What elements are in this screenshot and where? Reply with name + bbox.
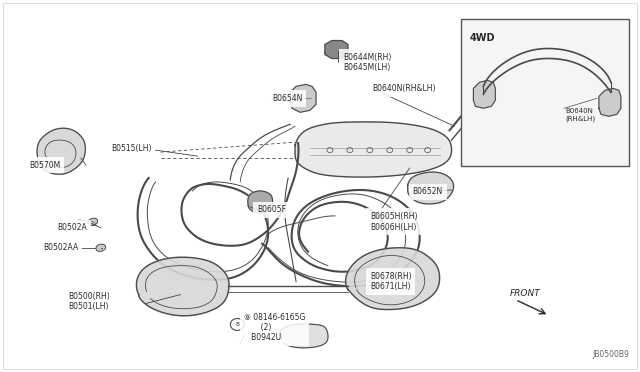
Text: B0652N: B0652N (413, 187, 443, 196)
Text: B0640N(RH&LH): B0640N(RH&LH) (372, 84, 435, 93)
Bar (461, 19, 629, 166)
Text: B0502AA: B0502AA (43, 243, 78, 252)
Polygon shape (346, 248, 440, 310)
Text: B0515(LH): B0515(LH) (111, 144, 151, 153)
Text: 4WD: 4WD (469, 33, 495, 42)
Polygon shape (408, 172, 454, 204)
Ellipse shape (96, 244, 106, 251)
Text: FRONT: FRONT (509, 289, 540, 298)
Text: B0570M: B0570M (29, 161, 60, 170)
Polygon shape (280, 324, 328, 348)
Text: 8: 8 (236, 322, 239, 327)
Polygon shape (325, 41, 348, 58)
Polygon shape (37, 128, 85, 174)
Polygon shape (290, 84, 316, 112)
Text: JB0500B9: JB0500B9 (592, 350, 629, 359)
Text: B0678(RH)
B0671(LH): B0678(RH) B0671(LH) (370, 272, 412, 291)
Polygon shape (474, 80, 495, 108)
Polygon shape (599, 89, 621, 116)
Polygon shape (136, 257, 229, 316)
Text: ⑨ 08146-6165G
       (2)
   B0942U: ⑨ 08146-6165G (2) B0942U (244, 312, 306, 342)
Text: B0500(RH)
B0501(LH): B0500(RH) B0501(LH) (68, 292, 109, 311)
Text: B0640N
(RH&LH): B0640N (RH&LH) (565, 108, 595, 122)
Polygon shape (295, 122, 452, 177)
Text: B0605H(RH)
B0606H(LH): B0605H(RH) B0606H(LH) (370, 212, 417, 231)
Text: B0644M(RH)
B0645M(LH): B0644M(RH) B0645M(LH) (343, 53, 391, 72)
Polygon shape (248, 191, 273, 213)
Ellipse shape (230, 318, 244, 330)
Ellipse shape (88, 218, 98, 225)
Text: B0605F: B0605F (257, 205, 286, 214)
Text: B0502A: B0502A (57, 223, 87, 232)
Text: B0654N: B0654N (272, 94, 303, 103)
